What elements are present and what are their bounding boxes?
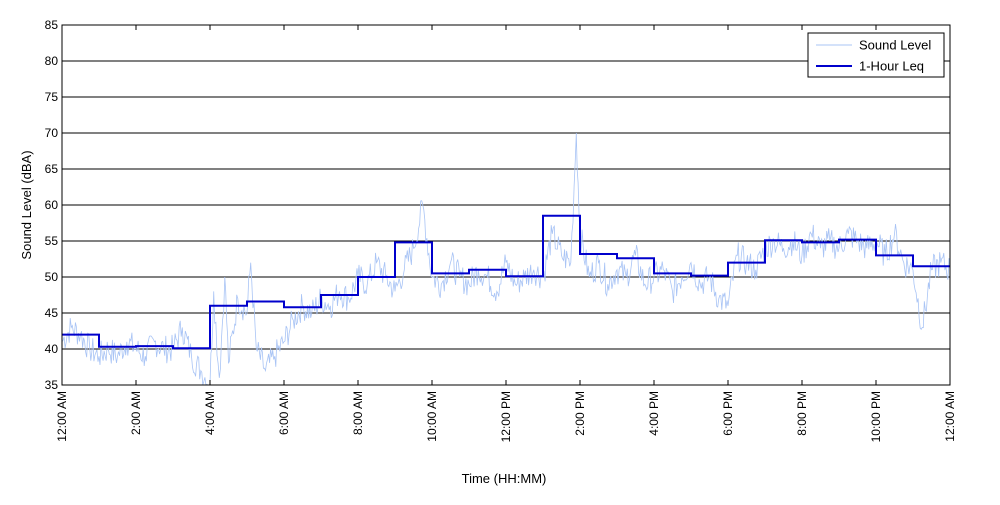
x-axis-ticks: 12:00 AM 2:00 AM 4:00 AM 6:00 AM 8:00 AM 10:0…: [55, 25, 957, 442]
y-tick-label-45: 45: [45, 306, 59, 320]
x-tick-label-10: 8:00 PM: [795, 391, 809, 436]
legend: Sound Level 1-Hour Leq: [807, 32, 945, 78]
y-tick-label-40: 40: [45, 342, 59, 356]
x-tick-label-12: 12:00 AM: [943, 391, 957, 442]
x-tick-label-5: 10:00 AM: [425, 391, 439, 442]
y-tick-label-35: 35: [45, 378, 59, 392]
x-tick-label-9: 6:00 PM: [721, 391, 735, 436]
legend-label-1-hour-leq: 1-Hour Leq: [859, 59, 924, 74]
x-tick-label-3: 6:00 AM: [277, 391, 291, 435]
y-tick-label-80: 80: [45, 54, 59, 68]
y-axis-ticks: 35 40 45 50 55 60 65 70 75 80 85: [45, 18, 59, 392]
y-tick-label-50: 50: [45, 270, 59, 284]
x-tick-label-6: 12:00 PM: [499, 391, 513, 442]
x-tick-label-8: 4:00 PM: [647, 391, 661, 436]
legend-label-sound-level: Sound Level: [859, 38, 931, 53]
legend-box: [807, 32, 945, 78]
y-tick-label-75: 75: [45, 90, 59, 104]
x-tick-label-2: 4:00 AM: [203, 391, 217, 435]
y-tick-label-65: 65: [45, 162, 59, 176]
y-tick-label-85: 85: [45, 18, 59, 32]
x-tick-label-11: 10:00 PM: [869, 391, 883, 442]
x-tick-label-0: 12:00 AM: [55, 391, 69, 442]
y-axis-title: Sound Level (dBA): [19, 150, 34, 259]
x-tick-label-7: 2:00 PM: [573, 391, 587, 436]
x-axis-title: Time (HH:MM): [462, 471, 547, 486]
y-tick-label-70: 70: [45, 126, 59, 140]
x-tick-label-1: 2:00 AM: [129, 391, 143, 435]
series-1-hour-leq-line: [62, 214, 950, 350]
y-tick-label-55: 55: [45, 234, 59, 248]
y-tick-label-60: 60: [45, 198, 59, 212]
x-tick-label-4: 8:00 AM: [351, 391, 365, 435]
